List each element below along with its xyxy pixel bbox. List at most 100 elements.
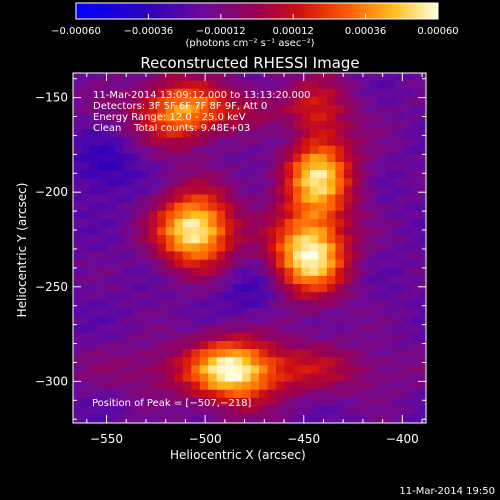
heatmap-cell (114, 357, 125, 367)
heatmap-cell (352, 153, 362, 163)
heatmap-cell (411, 105, 422, 115)
heatmap-cell (131, 357, 142, 367)
heatmap-cell (97, 73, 108, 82)
heatmap-cell (106, 145, 116, 155)
heatmap-cell (80, 267, 91, 277)
heatmap-cell (386, 161, 396, 172)
heatmap-cell (165, 96, 176, 107)
heatmap-cell (429, 308, 438, 317)
heatmap-cell (369, 422, 379, 423)
heatmap-cell (97, 243, 108, 253)
heatmap-cell (411, 373, 422, 383)
heatmap-cell (89, 153, 99, 163)
heatmap-cell (182, 186, 193, 196)
heatmap-cell (131, 340, 142, 351)
heatmap-cell (114, 113, 125, 123)
heatmap-cell (233, 349, 244, 359)
heatmap-cell (292, 267, 303, 277)
heatmap-cell (123, 121, 133, 131)
heatmap-cell (242, 88, 252, 98)
heatmap-cell (403, 80, 413, 90)
heatmap-cell (335, 113, 345, 123)
heatmap-cell (250, 194, 261, 204)
heatmap-cell (343, 121, 354, 131)
heatmap-cell (403, 145, 413, 155)
heatmap-cell (182, 397, 193, 408)
heatmap-cell (386, 218, 396, 229)
heatmap-cell (420, 161, 426, 172)
heatmap-cell (420, 397, 426, 408)
heatmap-cell (276, 275, 286, 286)
heatmap-cell (233, 145, 244, 155)
heatmap-cell (259, 340, 269, 351)
heatmap-cell (73, 194, 82, 204)
heatmap-cell (309, 259, 320, 269)
heatmap-cell (403, 235, 413, 245)
heatmap-cell (386, 259, 396, 269)
heatmap-cell (233, 186, 244, 196)
heatmap-cell (73, 430, 82, 439)
heatmap-cell (326, 121, 337, 131)
heatmap-cell (182, 80, 193, 90)
heatmap-cell (326, 243, 337, 253)
heatmap-cell (89, 251, 99, 261)
heatmap-cell (301, 251, 311, 261)
heatmap-cell (429, 121, 438, 130)
heatmap-cell (174, 121, 184, 131)
heatmap-cell (191, 73, 201, 82)
heatmap-cell (174, 88, 184, 98)
heatmap-cell (267, 259, 278, 269)
heatmap-cell (174, 308, 184, 318)
heatmap-cell (165, 186, 176, 196)
heatmap-cell (292, 275, 303, 286)
heatmap-cell (242, 194, 252, 204)
heatmap-cell (267, 267, 278, 277)
heatmap-cell (132, 430, 141, 439)
heatmap-cell (343, 373, 354, 383)
heatmap-cell (360, 227, 371, 237)
heatmap-cell (326, 365, 337, 375)
heatmap-cell (352, 73, 362, 82)
heatmap-cell (335, 381, 345, 391)
heatmap-cell (199, 340, 210, 351)
heatmap-cell (208, 373, 218, 383)
heatmap-cell (411, 292, 422, 302)
heatmap-cell (301, 235, 311, 245)
heatmap-cell (225, 96, 235, 107)
heatmap-cell (216, 267, 227, 277)
heatmap-cell (242, 121, 252, 131)
heatmap-cell (208, 340, 218, 351)
heatmap-cell (360, 397, 371, 408)
heatmap-cell (157, 389, 167, 399)
heatmap-cell (394, 129, 405, 139)
heatmap-cell (106, 73, 116, 82)
heatmap-cell (420, 406, 426, 416)
heatmap-cell (191, 292, 201, 302)
heatmap-cell (301, 202, 311, 212)
heatmap-cell (191, 381, 201, 391)
heatmap-cell (182, 113, 193, 123)
heatmap-cell (191, 300, 201, 310)
heatmap-cell (97, 275, 108, 286)
heatmap-cell (335, 202, 345, 212)
heatmap-cell (267, 129, 278, 139)
heatmap-cell (259, 129, 269, 139)
heatmap-cell (225, 284, 235, 294)
heatmap-cell (343, 145, 354, 155)
heatmap-cell (157, 365, 167, 375)
heatmap-cell (123, 324, 133, 334)
heatmap-cell (394, 251, 405, 261)
heatmap-cell (157, 251, 167, 261)
heatmap-cell (89, 300, 99, 310)
heatmap-cell (148, 357, 159, 367)
heatmap-cell (97, 422, 108, 423)
heatmap-cell (343, 389, 354, 399)
heatmap-cell (259, 300, 269, 310)
heatmap-cell (429, 235, 438, 244)
heatmap-cell (140, 161, 150, 172)
colorbar-tick-label: 0.00060 (417, 26, 458, 37)
heatmap-cell (429, 227, 438, 236)
heatmap-cell (259, 275, 269, 286)
heatmap-cell (89, 235, 99, 245)
heatmap-cell (208, 186, 218, 196)
